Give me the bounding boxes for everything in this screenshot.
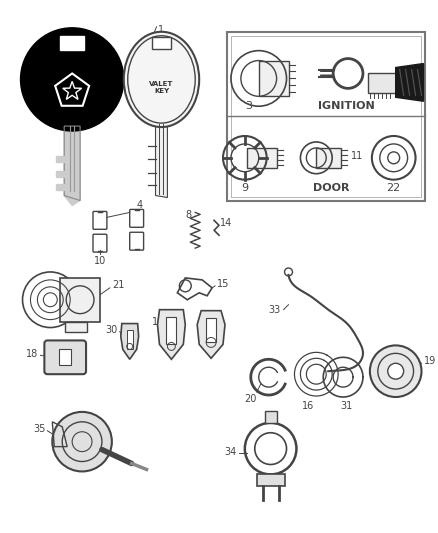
Bar (247, 148, 277, 168)
Polygon shape (197, 311, 225, 358)
Text: 22: 22 (387, 183, 401, 192)
Bar (265, 411, 277, 423)
Bar (166, 317, 177, 344)
Polygon shape (64, 126, 80, 200)
Text: 20: 20 (244, 394, 257, 404)
Bar (60, 278, 100, 321)
Bar (227, 32, 425, 200)
Text: 9: 9 (241, 183, 248, 192)
Text: 19: 19 (424, 356, 436, 366)
Bar (152, 37, 171, 49)
Text: DOOR: DOOR (313, 183, 350, 192)
Text: 1: 1 (158, 25, 164, 35)
Text: 31: 31 (340, 401, 352, 411)
Circle shape (21, 28, 124, 131)
Text: VALET
KEY: VALET KEY (149, 81, 173, 94)
Polygon shape (121, 324, 139, 359)
Text: 14: 14 (220, 219, 232, 228)
Text: 10: 10 (94, 256, 106, 266)
Text: IGNITION: IGNITION (318, 101, 374, 111)
Polygon shape (64, 196, 80, 205)
Bar (56, 184, 64, 190)
Bar (56, 156, 64, 162)
Polygon shape (155, 124, 167, 198)
Text: =: = (318, 64, 335, 83)
Circle shape (370, 345, 421, 397)
Text: 17: 17 (152, 317, 164, 327)
Bar (231, 36, 421, 197)
Circle shape (388, 364, 404, 379)
Bar (257, 474, 285, 486)
Text: 3: 3 (245, 101, 252, 111)
Text: 8: 8 (185, 211, 191, 221)
Text: 21: 21 (112, 280, 124, 290)
Text: 16: 16 (302, 401, 314, 411)
Bar (59, 349, 71, 365)
Bar (56, 171, 64, 176)
Text: 4: 4 (137, 200, 143, 211)
Text: 33: 33 (268, 305, 281, 314)
Text: 30: 30 (106, 325, 118, 335)
Ellipse shape (124, 32, 199, 127)
Bar (316, 148, 341, 168)
Bar (127, 329, 133, 349)
Text: 11: 11 (351, 151, 363, 161)
Text: 34: 34 (225, 447, 237, 457)
Bar (206, 318, 216, 342)
Text: 35: 35 (33, 424, 46, 434)
Bar (368, 74, 396, 93)
Bar (259, 61, 289, 96)
Text: 18: 18 (26, 349, 39, 359)
Bar (65, 321, 87, 332)
Polygon shape (396, 63, 424, 101)
Polygon shape (158, 310, 185, 359)
Circle shape (52, 412, 112, 472)
FancyBboxPatch shape (44, 341, 86, 374)
Bar (259, 61, 289, 96)
Text: 15: 15 (217, 279, 230, 289)
Bar (60, 36, 84, 50)
